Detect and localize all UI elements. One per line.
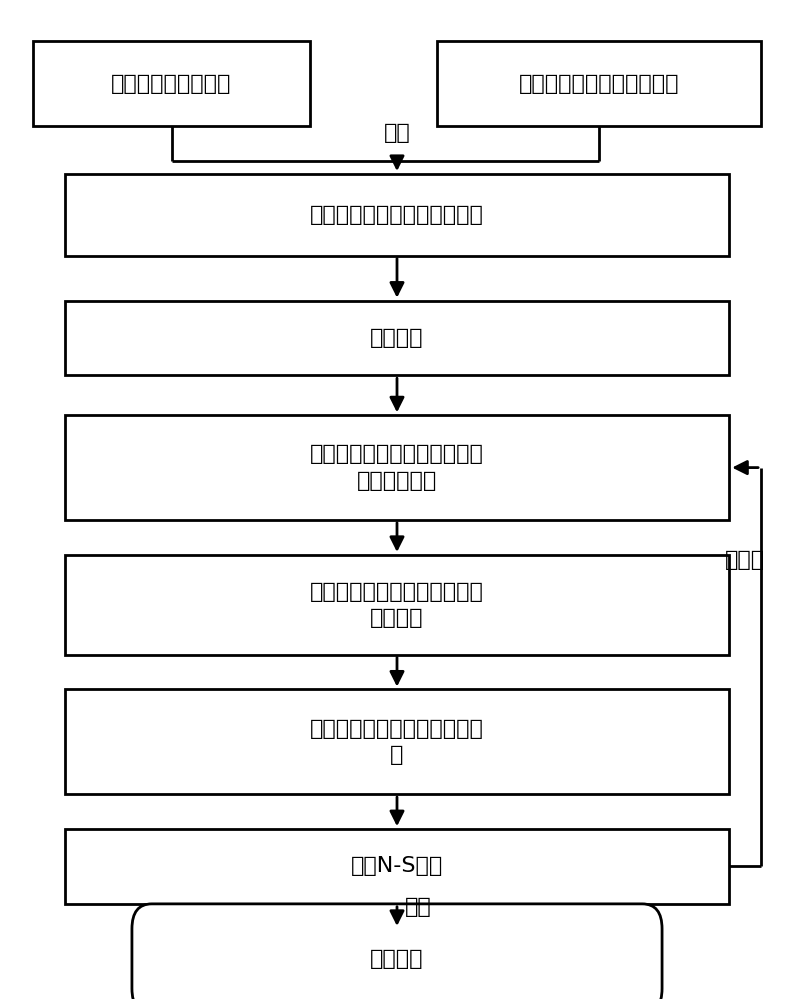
Text: 未收敛: 未收敛 — [725, 550, 765, 570]
Text: 完整管壳式热交换器几何模型: 完整管壳式热交换器几何模型 — [310, 205, 484, 225]
Bar — [64, 689, 730, 794]
Text: 一二次侧进出口区真实几何: 一二次侧进出口区真实几何 — [518, 74, 679, 94]
Text: 合并: 合并 — [384, 123, 410, 143]
Text: 设置传热管束区一二次侧多孔
介质参数: 设置传热管束区一二次侧多孔 介质参数 — [310, 582, 484, 628]
Bar — [33, 41, 310, 126]
Bar — [64, 415, 730, 520]
Bar — [64, 174, 730, 256]
Bar — [437, 41, 761, 126]
FancyBboxPatch shape — [132, 904, 662, 1000]
Text: 计算传热管束区一二次侧换热
量: 计算传热管束区一二次侧换热 量 — [310, 719, 484, 765]
Text: 建立管壳式热交换器一二次侧
网格对应关系: 建立管壳式热交换器一二次侧 网格对应关系 — [310, 444, 484, 491]
Text: 网格划分: 网格划分 — [370, 328, 424, 348]
Text: 计算结束: 计算结束 — [370, 949, 424, 969]
Text: 收敛: 收敛 — [405, 897, 432, 917]
Text: 求解N-S方程: 求解N-S方程 — [351, 856, 443, 876]
Text: 传热管束区简化几何: 传热管束区简化几何 — [111, 74, 232, 94]
Bar — [64, 829, 730, 904]
Bar — [64, 301, 730, 375]
Bar — [64, 555, 730, 655]
